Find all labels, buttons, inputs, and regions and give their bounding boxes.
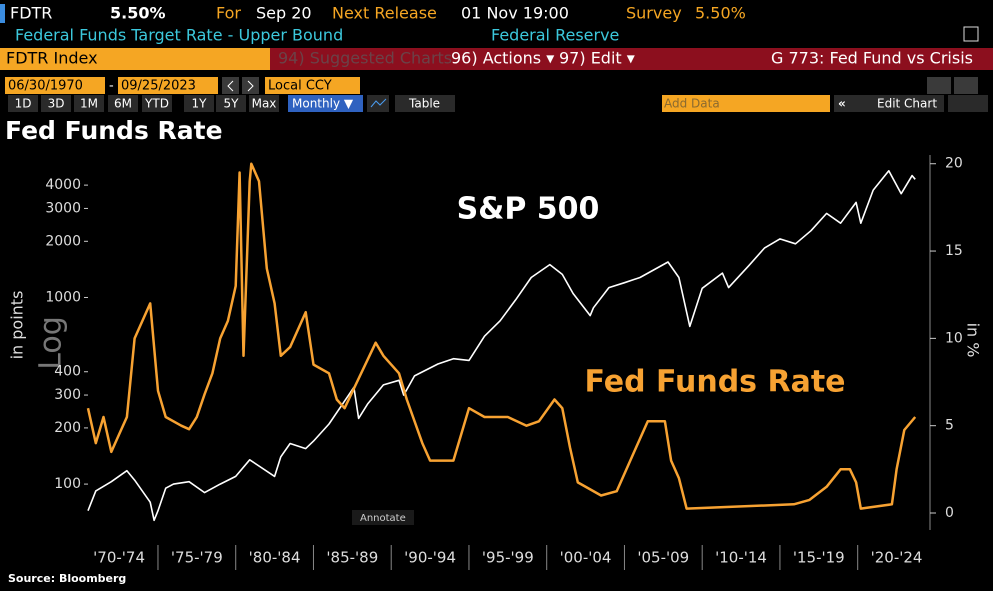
period-button[interactable]: Max [252,97,277,111]
period-button[interactable]: 3D [48,97,65,111]
series-line [86,162,917,510]
for-value: Sep 20 [256,4,312,23]
add-data-box[interactable] [662,95,830,112]
source: Source: Bloomberg [8,572,126,585]
x-tick-label: '90-'94 [404,549,456,567]
period-button[interactable]: 6M [114,97,132,111]
next-button[interactable] [242,77,259,94]
period-buttons: 1D 3D 1M 6M YTD 1Y 5Y Max [8,95,279,112]
y2-axis-label: in % [964,323,983,358]
y2-tick-label: 5 [945,418,954,434]
period-box[interactable] [142,95,172,112]
prev-button[interactable] [222,77,239,94]
agency: Federal Reserve [491,26,619,45]
chart-id: G 773: Fed Fund vs Crisis [771,49,973,68]
series-line [87,170,916,522]
redo-button[interactable] [954,77,978,94]
series-label: Fed Funds Rate [584,365,845,400]
y-tick-label: 2000 [45,233,81,249]
collapse-icon[interactable]: « [838,97,846,111]
y-tick-label: 200 [54,420,81,436]
y-axis-label: in points [8,291,27,360]
suggested-charts[interactable]: 94) Suggested Charts [278,49,452,68]
table-box[interactable] [395,95,455,112]
annotate-box[interactable] [352,510,414,525]
survey-value: 5.50% [695,4,746,23]
chart-icon-glyph [370,98,387,108]
popout-icon[interactable] [963,26,979,42]
range-separator: - [109,79,114,94]
series-label: S&P 500 [457,192,600,227]
y2-tick-label: 0 [945,505,954,521]
marker [0,4,5,23]
y-tick-label: 300 [54,387,81,403]
y-tick-label: 1000 [45,289,81,305]
x-tick-label: '95-'99 [482,549,534,567]
ticker: FDTR [10,4,52,23]
y2-tick-label: 20 [945,156,963,172]
period-box[interactable] [108,95,138,112]
period-button[interactable]: 5Y [224,97,240,111]
x-tick-label: '05-'09 [637,549,689,567]
x-tick-label: '75-'79 [171,549,223,567]
period-box[interactable] [8,95,38,112]
y-tick-label: 400 [54,364,81,380]
x-tick-label: '70-'74 [93,549,145,567]
start-date[interactable]: 06/30/1970 [8,79,83,94]
arrows [227,80,254,92]
period-button[interactable]: 1M [80,97,98,111]
x-tick-label: '20-'24 [871,549,923,567]
y2-tick-label: 15 [945,243,963,259]
survey-label: Survey [626,4,682,23]
currency[interactable]: Local CCY [268,79,332,94]
for-label: For [216,4,241,23]
actions-menu[interactable]: 96) Actions ▾ [451,49,554,68]
chart-title: Fed Funds Rate [5,116,223,145]
security[interactable]: FDTR Index [6,49,98,68]
period-button[interactable]: 1D [15,97,32,111]
security-box[interactable] [0,48,270,70]
end-box[interactable] [118,77,218,94]
period-button[interactable]: YTD [144,97,169,111]
y-tick-label: 4000 [45,177,81,193]
edit-chart[interactable]: Edit Chart [877,97,937,111]
period-button[interactable]: 1Y [192,97,208,111]
period-box[interactable] [41,95,71,112]
period-box[interactable] [74,95,104,112]
y2-tick-label: 10 [945,330,963,346]
y-tick-label: 3000 [45,200,81,216]
last-value: 5.50% [110,4,166,23]
edit-chart-box[interactable] [834,95,944,112]
log-indicator: Log [34,316,69,370]
next-label: Next Release [332,4,437,23]
frequency[interactable]: Monthly ▼ [292,97,354,111]
frequency-box[interactable] [288,95,363,112]
period-box[interactable] [249,95,279,112]
edit-menu[interactable]: 97) Edit ▾ [559,49,635,68]
next-value: 01 Nov 19:00 [461,4,569,23]
period-box[interactable] [184,95,214,112]
x-tick-label: '80-'84 [249,549,301,567]
add-data[interactable]: Add Data [664,97,720,111]
end-date[interactable]: 09/25/2023 [121,79,196,94]
table-button[interactable]: Table [408,97,440,111]
x-tick-label: '00-'04 [560,549,612,567]
currency-box[interactable] [265,77,360,94]
settings-box[interactable] [948,95,988,112]
period-box[interactable] [216,95,246,112]
x-tick-label: '15-'19 [793,549,845,567]
annotate-button[interactable]: Annotate [360,513,406,524]
start-box[interactable] [5,77,105,94]
description: Federal Funds Target Rate - Upper Bound [15,26,343,45]
undo-button[interactable] [927,77,951,94]
x-tick-label: '85-'89 [326,549,378,567]
x-tick-label: '10-'14 [715,549,767,567]
y-tick-label: 100 [54,476,81,492]
